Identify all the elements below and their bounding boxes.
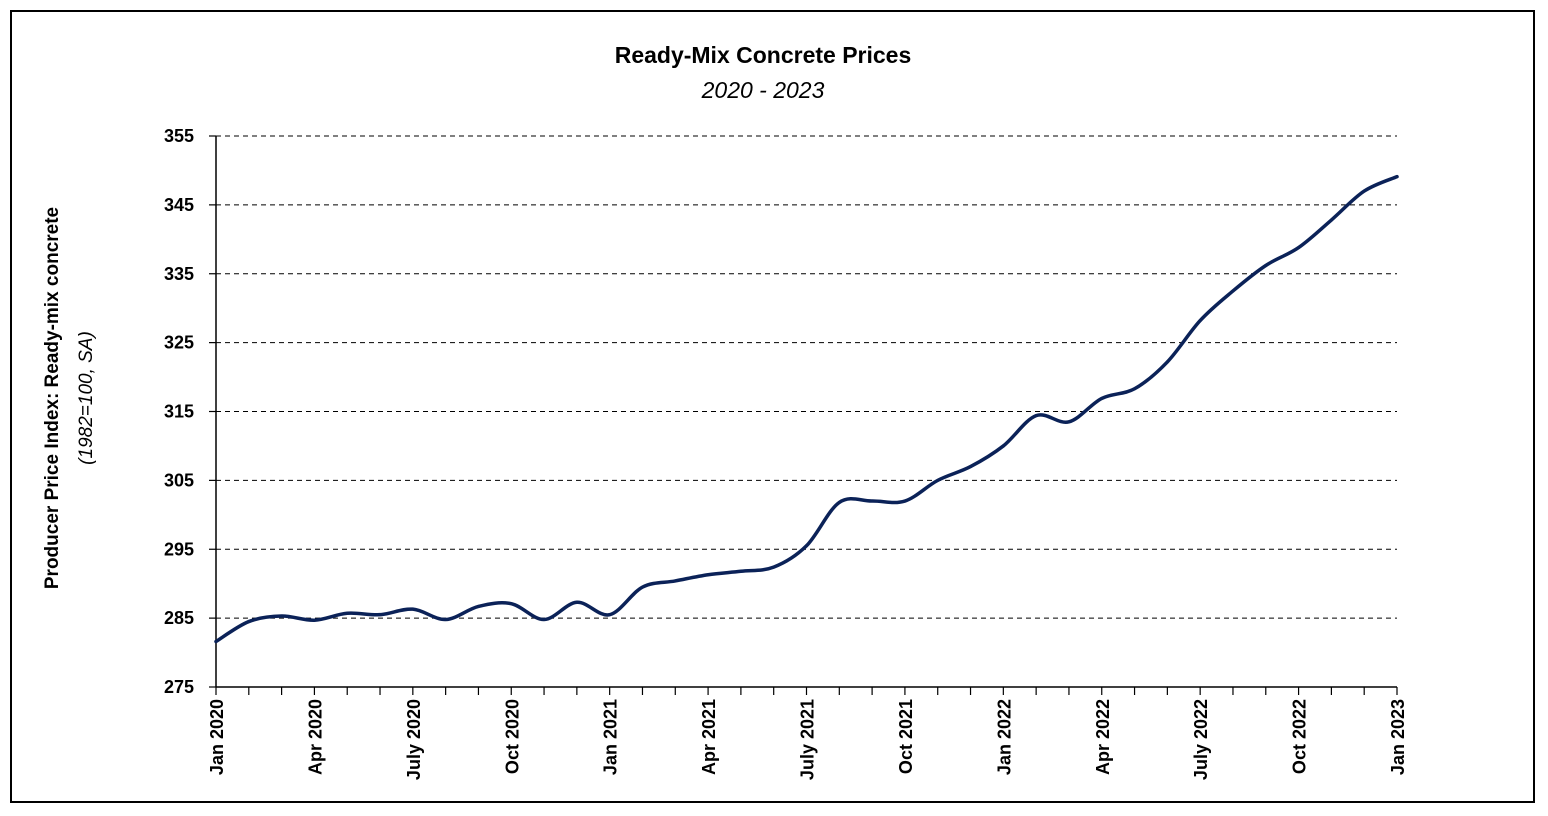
data-point	[870, 499, 874, 503]
data-point	[1329, 218, 1333, 222]
data-point	[509, 602, 513, 606]
x-tick-labels: Jan 2020 Apr 2020 July 2020 Oct 2020 Jan 202…	[207, 699, 1408, 780]
data-point	[1100, 396, 1104, 400]
y-tick-label: 275	[164, 677, 194, 697]
data-point	[1231, 289, 1235, 293]
data-point	[1001, 444, 1005, 448]
y-tick-label: 355	[164, 126, 194, 146]
x-tick-label: Apr 2022	[1093, 699, 1113, 775]
data-point	[280, 614, 284, 618]
y-tick-label: 335	[164, 264, 194, 284]
data-point	[214, 640, 218, 644]
data-point	[1165, 360, 1169, 364]
y-axis-label: Producer Price Index: Ready-mix concrete	[42, 207, 63, 589]
chart-subtitle: 2020 - 2023	[701, 77, 825, 103]
chart-frame	[10, 10, 1535, 803]
x-tick-label: Jan 2020	[207, 699, 227, 775]
data-point	[1362, 189, 1366, 193]
data-point	[739, 569, 743, 573]
x-tick-label: Jan 2021	[601, 699, 621, 775]
data-point	[969, 465, 973, 469]
data-point	[411, 607, 415, 611]
data-point	[903, 499, 907, 503]
data-point	[1133, 387, 1137, 391]
data-point	[706, 573, 710, 577]
x-tick-label: Oct 2021	[896, 699, 916, 774]
data-point	[772, 565, 776, 569]
x-tick-label: July 2020	[404, 699, 424, 780]
axes	[209, 135, 1398, 695]
data-point	[1297, 246, 1301, 250]
data-point	[1264, 263, 1268, 267]
x-tick-label: July 2022	[1191, 699, 1211, 780]
x-tick-label: Apr 2020	[305, 699, 325, 775]
data-point	[936, 478, 940, 482]
y-tick-label: 315	[164, 402, 194, 422]
y-tick-label: 345	[164, 195, 194, 215]
series-layer	[214, 174, 1399, 644]
x-tick-label: July 2021	[798, 699, 818, 780]
x-tick-label: Jan 2023	[1388, 699, 1408, 775]
data-point	[542, 618, 546, 622]
y-axis-label-note: (1982=100, SA)	[76, 331, 97, 465]
data-point	[640, 585, 644, 589]
series-line	[214, 174, 1399, 644]
y-tick-label: 285	[164, 608, 194, 628]
data-point	[1067, 420, 1071, 424]
data-point	[1034, 414, 1038, 418]
data-point	[805, 544, 808, 548]
data-point	[247, 620, 251, 624]
y-tick-label: 295	[164, 539, 194, 559]
data-point	[444, 618, 448, 622]
y-tick-labels: 275 285 295 305 315 325 335 345 355	[164, 126, 194, 697]
data-point	[312, 618, 316, 622]
x-tick-label: Apr 2021	[699, 699, 719, 775]
y-tick-label: 325	[164, 333, 194, 353]
data-point	[673, 579, 677, 583]
x-tick-label: Oct 2020	[502, 699, 522, 774]
data-point	[1395, 175, 1399, 179]
y-tick-label: 305	[164, 470, 194, 490]
data-point	[378, 613, 382, 617]
data-point	[837, 500, 841, 504]
x-tick-label: Jan 2022	[994, 699, 1014, 775]
data-point	[476, 604, 480, 608]
data-point	[608, 613, 612, 617]
data-point	[1198, 319, 1202, 323]
x-tick-label: Oct 2022	[1290, 699, 1310, 774]
data-point	[575, 600, 579, 604]
data-point	[345, 611, 349, 615]
gridlines	[216, 135, 1397, 619]
chart-title: Ready-Mix Concrete Prices	[615, 42, 912, 68]
